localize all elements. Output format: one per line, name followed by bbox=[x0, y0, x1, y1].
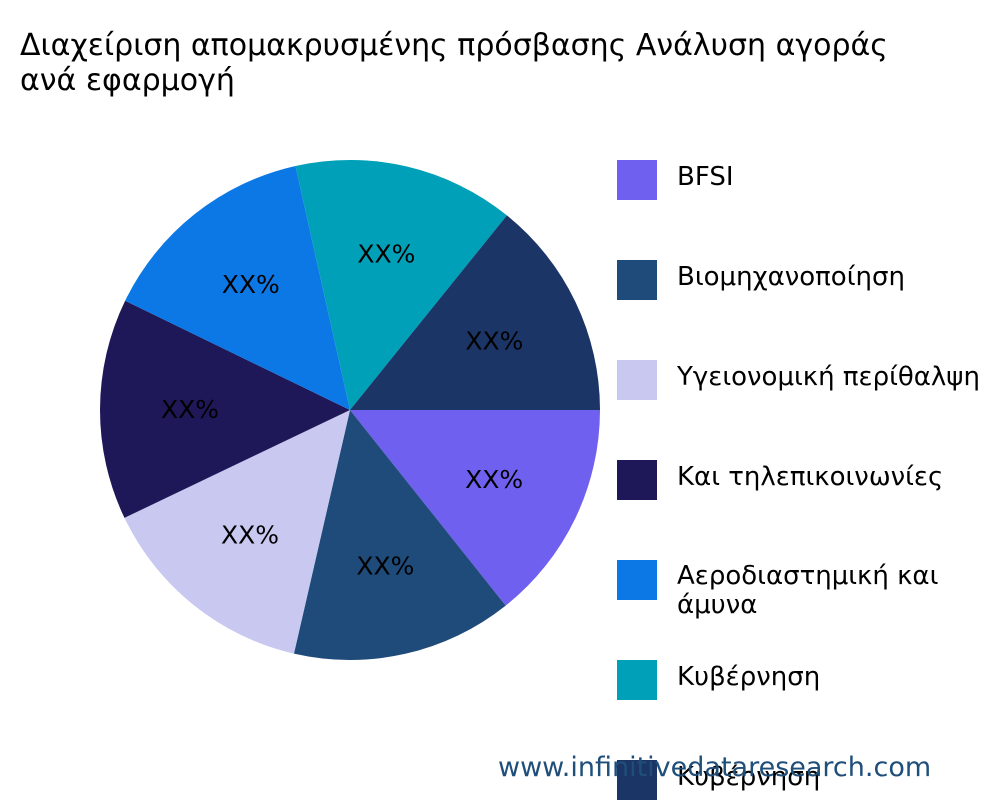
legend-swatch bbox=[617, 260, 657, 300]
pie-data-label: XX% bbox=[465, 326, 523, 355]
legend-label: Βιομηχανοποίηση bbox=[677, 262, 905, 292]
legend-item-government-2: Κυβέρνηση bbox=[617, 760, 1000, 800]
pie-data-label: XX% bbox=[161, 395, 219, 424]
legend-item-healthcare: Υγειονομική περίθαλψη bbox=[617, 360, 1000, 420]
pie-slices bbox=[99, 160, 600, 660]
legend-label: Κυβέρνηση bbox=[677, 762, 821, 792]
pie-data-label: XX% bbox=[222, 270, 280, 299]
pie-data-label: XX% bbox=[357, 240, 415, 269]
legend-swatch bbox=[617, 560, 657, 600]
pie-slice bbox=[293, 410, 506, 660]
chart-title-line-1: Διαχείριση απομακρυσμένης πρόσβασης Ανάλ… bbox=[20, 28, 888, 63]
legend-label: Κυβέρνηση bbox=[677, 662, 821, 692]
legend-swatch bbox=[617, 660, 657, 700]
legend-item-aerospace-defense: Αεροδιαστημική και άμυνα bbox=[617, 560, 1000, 620]
legend-label: Υγειονομική περίθαλψη bbox=[677, 362, 980, 392]
pie-data-labels: XX% XX% XX% XX% XX% XX% XX% bbox=[161, 240, 523, 581]
pie-slice bbox=[350, 410, 600, 606]
pie-data-label: XX% bbox=[465, 465, 523, 494]
pie-slice bbox=[124, 410, 350, 654]
legend-item-telecom: Και τηλεπικοινωνίες bbox=[617, 460, 1000, 520]
legend-swatch bbox=[617, 760, 657, 800]
legend-swatch bbox=[617, 460, 657, 500]
chart-legend: BFSI Βιομηχανοποίηση Υγειονομική περίθαλ… bbox=[617, 160, 1000, 800]
legend-label: BFSI bbox=[677, 162, 734, 192]
legend-item-bfsi: BFSI bbox=[617, 160, 1000, 220]
legend-label: Και τηλεπικοινωνίες bbox=[677, 462, 944, 492]
chart-title: Διαχείριση απομακρυσμένης πρόσβασης Ανάλ… bbox=[20, 28, 1000, 98]
watermark-url: www.infinitivedataresearch.com bbox=[498, 752, 932, 783]
pie-slice bbox=[125, 166, 351, 410]
chart-title-line-2: ανά εφαρμογή bbox=[20, 63, 235, 98]
pie-data-label: XX% bbox=[356, 552, 414, 581]
legend-swatch bbox=[617, 360, 657, 400]
legend-label: Αεροδιαστημική και άμυνα bbox=[677, 561, 939, 620]
legend-item-government: Κυβέρνηση bbox=[617, 660, 1000, 720]
pie-slice bbox=[350, 215, 600, 410]
legend-item-manufacturing: Βιομηχανοποίηση bbox=[617, 260, 1000, 320]
legend-swatch bbox=[617, 160, 657, 200]
pie-slice bbox=[295, 160, 507, 410]
pie-slice bbox=[99, 300, 350, 518]
pie-data-label: XX% bbox=[221, 520, 279, 549]
